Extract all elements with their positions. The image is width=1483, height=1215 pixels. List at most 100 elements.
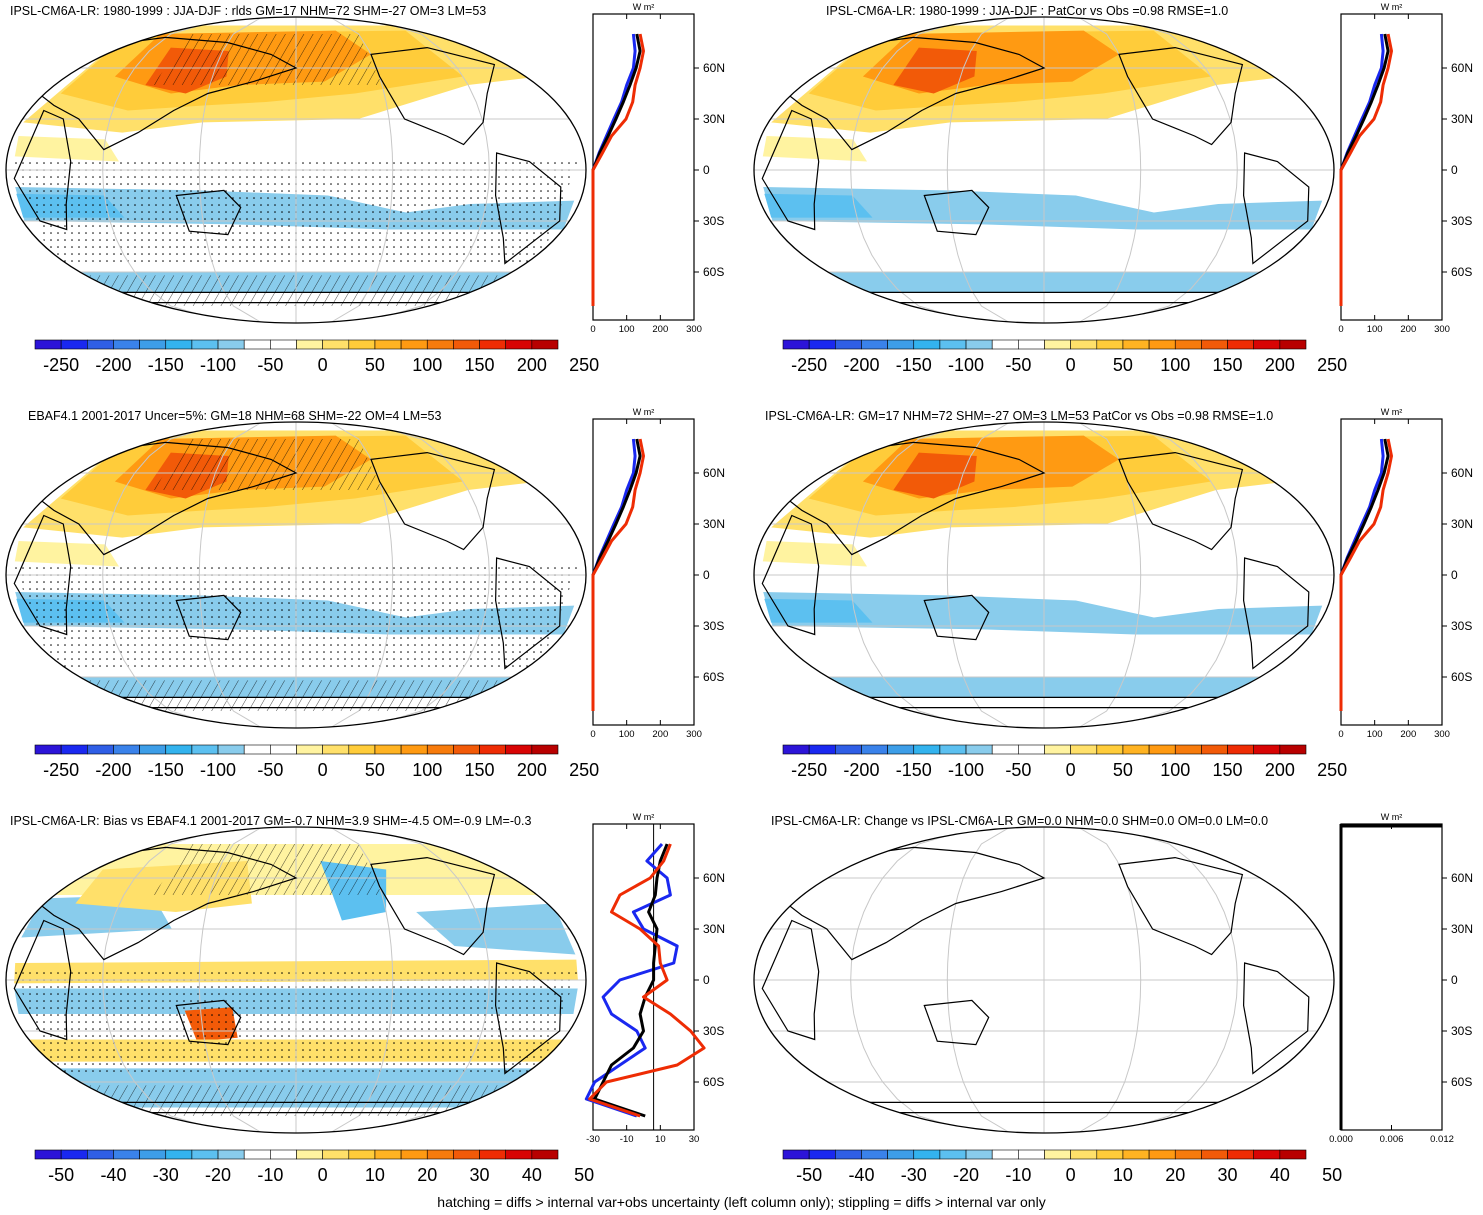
- coastline: [1242, 962, 1310, 1075]
- hatching-overlay: [152, 439, 383, 490]
- profile-lat-label: 0: [1451, 973, 1458, 987]
- profile-x-tick-label: 0: [590, 729, 595, 740]
- panel-title: IPSL-CM6A-LR: 1980-1999 : JJA-DJF : PatC…: [826, 4, 1229, 18]
- graticule-meridian: [946, 827, 1011, 1133]
- colorbar-swatch: [1070, 744, 1098, 755]
- graticule-meridian: [363, 827, 490, 1133]
- profile-x-tick-label: 0: [1338, 324, 1343, 335]
- profile-lat-label: 0: [703, 163, 710, 177]
- coastline: [785, 846, 1046, 961]
- profile-lat-label: 30N: [1451, 922, 1473, 936]
- coastline: [761, 919, 820, 1041]
- profile-curve: [593, 843, 669, 1118]
- graticule-meridian: [102, 17, 229, 323]
- graticule-meridian: [102, 422, 229, 728]
- profile-x-tick-label: 10: [655, 1134, 666, 1145]
- coastline: [785, 36, 1046, 151]
- colorbar-label: -200: [843, 760, 879, 780]
- profile-x-tick-label: 30: [689, 1134, 700, 1145]
- map-figure: 60N 30N 0 30S 60S 0.000 0.006 0.012 W m² -50 -40 -3…: [753, 812, 1473, 1185]
- coastline: [1242, 557, 1310, 670]
- colorbar-swatch: [505, 339, 533, 350]
- map-border: [753, 826, 1335, 1134]
- colorbar-swatch: [139, 1149, 167, 1160]
- colorbar-label: 250: [1317, 355, 1347, 375]
- colorbar-label: -250: [43, 760, 79, 780]
- colorbar-swatch: [991, 744, 1019, 755]
- colorbar-label: 0: [318, 760, 328, 780]
- coastline: [13, 109, 72, 231]
- graticule-meridian: [102, 827, 229, 1133]
- map-panel: IPSL-CM6A-LR: 1980-1999 : JJA-DJF : rlds…: [0, 0, 741, 405]
- colorbar-label: 50: [574, 1165, 594, 1185]
- profile-lat-label: 30S: [703, 214, 724, 228]
- colorbar-label: -50: [1005, 355, 1031, 375]
- coastline: [13, 514, 72, 636]
- profile-x-tick-label: 0: [1338, 729, 1343, 740]
- coastline: [1242, 152, 1310, 265]
- map-border: [753, 421, 1335, 729]
- profile-x-tick-label: 100: [1367, 324, 1383, 335]
- colorbar-label: 50: [1113, 760, 1133, 780]
- colorbar-swatch: [1148, 339, 1176, 350]
- colorbar-swatch: [34, 744, 62, 755]
- colorbar-swatch: [1122, 339, 1150, 350]
- colorbar-swatch: [861, 744, 888, 755]
- colorbar-swatch: [1253, 744, 1281, 755]
- zonal-profile: 60N 30N 0 30S 60S 0 100 200 300 W m²: [590, 2, 725, 335]
- profile-lat-label: 0: [1451, 568, 1458, 582]
- panel-title: IPSL-CM6A-LR: GM=17 NHM=72 SHM=-27 OM=3 …: [765, 409, 1274, 423]
- coastline: [923, 594, 990, 641]
- colorbar-label: 0: [1066, 1165, 1076, 1185]
- colorbar-swatch: [60, 744, 88, 755]
- colorbar-swatch: [270, 744, 297, 755]
- colorbar-label: 0: [318, 1165, 328, 1185]
- map-border: [5, 421, 587, 729]
- colorbar-label: -30: [901, 1165, 927, 1185]
- colorbar-swatch: [782, 339, 810, 350]
- coastline: [13, 919, 72, 1041]
- colorbar-swatch: [1018, 1149, 1045, 1160]
- field-region: [763, 187, 1323, 230]
- profile-lat-label: 60S: [703, 1075, 724, 1089]
- profile-lat-label: 0: [1451, 163, 1458, 177]
- profile-lat-label: 30N: [703, 517, 725, 531]
- coastline: [175, 594, 242, 641]
- profile-lat-label: 60N: [1451, 871, 1473, 885]
- colorbar-label: -50: [48, 1165, 74, 1185]
- colorbar-swatch: [1044, 339, 1071, 350]
- colorbar-swatch: [453, 339, 480, 350]
- profile-lat-label: 0: [703, 568, 710, 582]
- profile-x-tick-label: 300: [1434, 324, 1450, 335]
- colorbar-swatch: [913, 1149, 941, 1160]
- profile-lat-label: 30S: [703, 1024, 724, 1038]
- colorbar-swatch: [1044, 744, 1071, 755]
- colorbar-label: 100: [412, 355, 442, 375]
- coastline: [494, 557, 562, 670]
- colorbar-swatch: [374, 1149, 402, 1160]
- colorbar: -50 -40 -30 -20 -10 0 10 20 30 40 50: [782, 1149, 1342, 1185]
- profile-x-tick-label: -10: [620, 1134, 634, 1145]
- panel-title: IPSL-CM6A-LR: Bias vs EBAF4.1 2001-2017 …: [10, 814, 532, 828]
- colorbar-swatch: [861, 1149, 888, 1160]
- profile-lat-label: 60S: [1451, 265, 1472, 279]
- colorbar-swatch: [113, 1149, 140, 1160]
- colorbar-swatch: [1148, 744, 1176, 755]
- colorbar-swatch: [782, 1149, 810, 1160]
- colorbar-swatch: [113, 744, 140, 755]
- profile-lat-label: 30N: [1451, 517, 1473, 531]
- colorbar-label: 50: [1113, 355, 1133, 375]
- colorbar-swatch: [1096, 744, 1124, 755]
- colorbar-swatch: [531, 339, 559, 350]
- colorbar-label: -150: [896, 355, 932, 375]
- field-region: [762, 136, 867, 162]
- coastline: [1118, 46, 1244, 146]
- colorbar-label: -250: [791, 760, 827, 780]
- coastline: [923, 999, 990, 1046]
- colorbar-swatch: [1148, 1149, 1176, 1160]
- profile-x-tick-label: 100: [1367, 729, 1383, 740]
- profile-lat-label: 30S: [1451, 214, 1472, 228]
- colorbar-swatch: [991, 1149, 1019, 1160]
